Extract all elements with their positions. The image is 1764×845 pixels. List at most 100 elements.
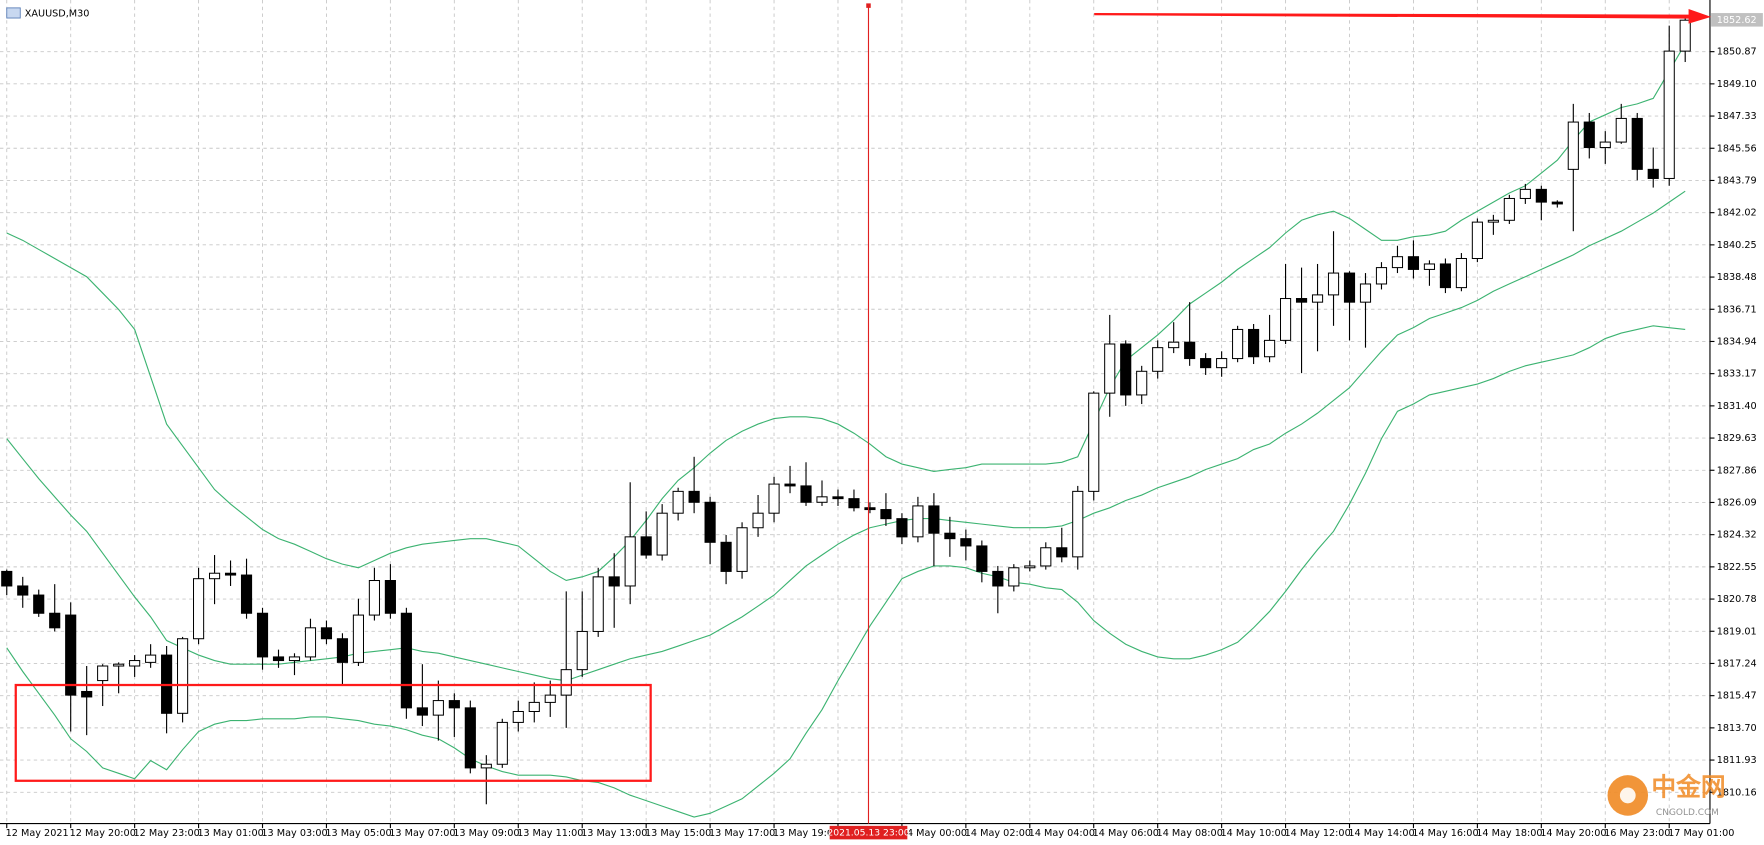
y-tick-label: 1833.17 [1717,369,1757,380]
bollinger-band [6,43,1686,582]
y-tick-label: 1811.93 [1717,755,1757,766]
x-tick-label: 13 May 17:00 [709,828,775,839]
candle-body [1615,117,1627,143]
candle-body [688,490,700,503]
candle-body [816,496,828,503]
candle-body [1407,256,1420,270]
x-tick-label: 12 May 23:00 [134,828,200,839]
candle-body [672,490,684,514]
candle-body [272,656,285,662]
bollinger-band [6,325,1686,818]
candle-body [992,570,1004,587]
candle-body [544,694,556,703]
candle-body [528,701,540,713]
x-tick-label: 13 May 05:00 [325,828,391,839]
candle-body [1391,256,1404,269]
y-tick-label: 1819.01 [1717,626,1757,637]
candle-body [656,512,668,556]
candle-body [752,512,764,529]
candle-body [976,545,988,572]
candle-body [1535,188,1547,203]
candle-body [768,483,780,514]
candle-body [1184,341,1196,360]
x-tick-label: 13 May 19:00 [773,828,839,839]
candle-body [1295,298,1308,303]
candle-body [1279,298,1292,341]
y-tick-label: 1827.86 [1717,465,1757,476]
y-tick-label: 1831.40 [1717,401,1757,412]
candle-body [1343,272,1356,303]
candle-body [1679,19,1691,52]
candle-body [1248,328,1260,358]
candle-body [1088,392,1100,492]
candle-body [1647,168,1659,179]
candle-body [384,580,396,614]
candle-body [352,614,365,663]
annotation-box [14,683,652,782]
watermark-name: 中金网 [1651,773,1725,802]
candle-body [1359,283,1372,303]
x-tick-label: 13 May 11:00 [517,828,583,839]
x-tick-label: 14 May 06:00 [1093,828,1159,839]
candle-body [1008,567,1020,587]
candle-body [1423,263,1436,270]
candle-body [1487,219,1499,223]
y-tick-label: 1826.09 [1717,497,1757,508]
y-tick-label: 1838.48 [1717,272,1757,283]
x-tick-label: 13 May 13:00 [581,828,647,839]
candle-body [560,669,572,696]
candle-body [129,660,141,667]
y-tick-label: 1849.10 [1717,79,1757,90]
x-tick-label: 14 May 12:00 [1284,828,1350,839]
x-tick-label: 14 May 14:00 [1348,828,1414,839]
y-tick-label: 1843.79 [1717,175,1757,186]
candle-body [864,507,876,511]
x-tick-label: 14 May 02:00 [965,828,1031,839]
candle-body [832,496,844,500]
candle-body [720,541,732,572]
y-tick-label: 1813.70 [1717,723,1757,734]
candle-body [288,656,301,662]
symbol-icon [6,7,21,19]
x-tick-label: 14 May 00:00 [901,828,967,839]
x-tick-label: 13 May 09:00 [453,828,519,839]
candle-body [1152,347,1164,372]
x-tick-label: 14 May 10:00 [1221,828,1287,839]
candle-body [1567,121,1579,170]
candle-body [81,690,93,698]
candle-body [800,485,812,503]
candle-body [193,578,205,640]
candle-body [496,721,508,765]
candle-body [1663,50,1675,179]
candle-body [1327,272,1340,296]
candle-body [240,574,253,614]
candle-body [944,532,956,540]
candle-body [1439,263,1451,289]
y-tick-label: 1829.63 [1717,433,1757,444]
candle-body [1375,267,1388,285]
x-tick-label: 14 May 18:00 [1476,828,1542,839]
candle-body [1232,328,1244,360]
x-tick-label: 13 May 01:00 [197,828,263,839]
candle-body [1455,257,1467,289]
y-tick-label: 1820.78 [1717,594,1757,605]
candle-body [912,505,924,538]
candle-body [1040,547,1052,567]
x-tick-label: 14 May 20:00 [1540,828,1606,839]
candle-body [624,536,636,587]
candle-body [1120,343,1132,396]
candle-body [304,627,317,658]
candle-body [145,654,157,663]
candle-body [1583,121,1595,149]
y-tick-label: 1847.33 [1717,111,1757,122]
y-tick-label: 1815.47 [1717,691,1757,702]
candle-body [1519,188,1531,199]
x-tick-label: 16 May 23:00 [1604,828,1670,839]
candle-body [320,627,333,640]
x-tick-label: 12 May 2021 [6,828,69,839]
candle-body [784,483,796,487]
